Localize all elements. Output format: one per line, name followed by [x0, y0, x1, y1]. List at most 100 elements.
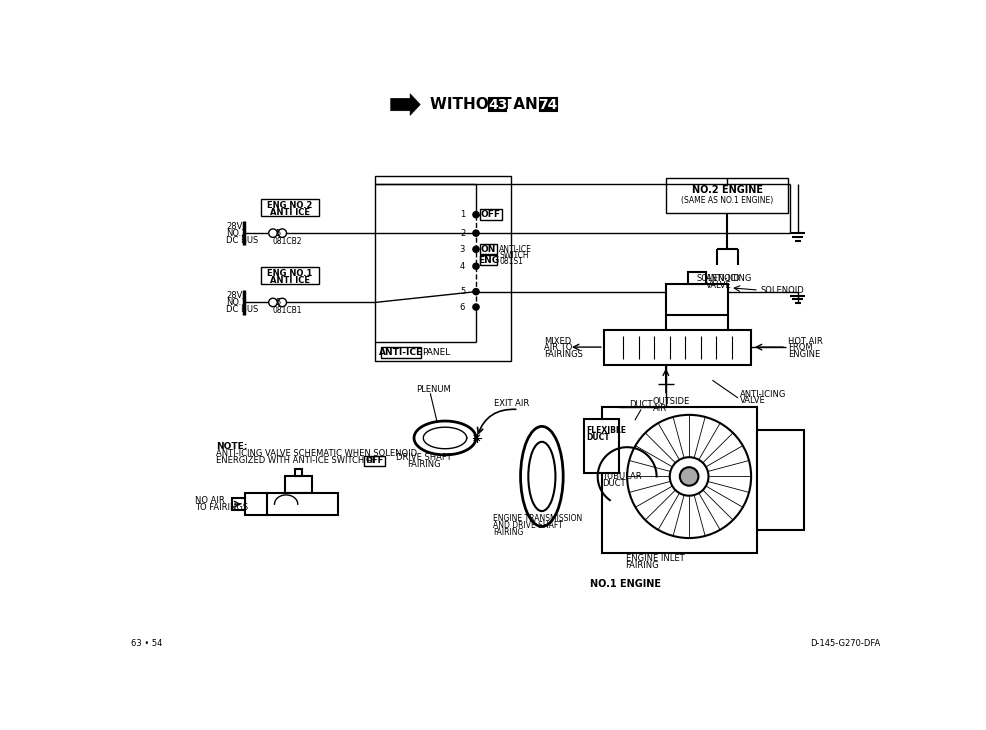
Text: NO.2 ENGINE: NO.2 ENGINE	[691, 185, 762, 195]
Text: OFF: OFF	[480, 210, 500, 219]
Text: PLENUM: PLENUM	[416, 385, 451, 394]
Text: OUTSIDE: OUTSIDE	[652, 397, 689, 407]
Text: 6: 6	[459, 302, 464, 312]
Text: ENGINE: ENGINE	[788, 350, 819, 358]
Text: AIR TO: AIR TO	[543, 343, 572, 353]
Circle shape	[472, 246, 478, 253]
Text: NO.1: NO.1	[226, 298, 246, 307]
Circle shape	[268, 229, 277, 237]
Bar	[232, 498, 245, 510]
Text: ANTI-ICING: ANTI-ICING	[705, 274, 751, 283]
Ellipse shape	[520, 426, 563, 526]
Text: OFF: OFF	[365, 456, 384, 465]
Text: ENG NO.1: ENG NO.1	[267, 269, 313, 277]
Bar	[479, 244, 496, 254]
Text: 28V: 28V	[226, 291, 243, 300]
Text: ANTI-ICE: ANTI-ICE	[379, 348, 422, 357]
Text: NO.2: NO.2	[226, 228, 246, 238]
Text: ENGINE TRANSMISSION: ENGINE TRANSMISSION	[493, 515, 582, 523]
Text: ANTI-ICING: ANTI-ICING	[739, 390, 785, 399]
Text: 081CB1: 081CB1	[272, 307, 302, 315]
Text: 5: 5	[275, 298, 280, 307]
Bar	[364, 456, 385, 466]
Circle shape	[472, 304, 478, 310]
Text: DUCT: DUCT	[629, 400, 652, 410]
Text: D-145-G270-DFA: D-145-G270-DFA	[810, 639, 880, 648]
Bar	[284, 477, 312, 493]
Text: 1: 1	[459, 210, 464, 219]
Circle shape	[472, 288, 478, 295]
Text: ENERGIZED WITH ANTI-ICE SWITCH AT: ENERGIZED WITH ANTI-ICE SWITCH AT	[216, 456, 377, 465]
Text: 081S1: 081S1	[499, 257, 523, 266]
Text: 63 • 54: 63 • 54	[131, 639, 163, 648]
Text: 4: 4	[459, 262, 464, 271]
Text: 28V: 28V	[226, 222, 243, 231]
Text: FAIRING: FAIRING	[407, 460, 441, 469]
Text: TUBULAR: TUBULAR	[601, 472, 641, 481]
Text: MIXED: MIXED	[543, 337, 571, 346]
Text: 2: 2	[459, 228, 464, 238]
Bar	[666, 178, 788, 213]
Bar	[583, 419, 618, 472]
Text: FAIRING: FAIRING	[625, 561, 659, 570]
Bar	[601, 407, 756, 553]
Polygon shape	[390, 93, 420, 115]
Text: DC BUS: DC BUS	[226, 305, 258, 314]
Text: ENG NO.2: ENG NO.2	[267, 201, 313, 210]
Circle shape	[268, 298, 277, 307]
Bar	[666, 284, 727, 315]
Bar	[479, 210, 501, 220]
Text: NO AIR: NO AIR	[194, 496, 224, 505]
Bar	[295, 469, 302, 477]
Bar	[756, 430, 803, 531]
Text: (SAME AS NO.1 ENGINE): (SAME AS NO.1 ENGINE)	[680, 196, 772, 205]
Text: ANTI-ICING VALVE SCHEMATIC WHEN SOLENOID: ANTI-ICING VALVE SCHEMATIC WHEN SOLENOID	[216, 449, 417, 458]
Text: NO.1 ENGINE: NO.1 ENGINE	[590, 579, 661, 589]
Text: SOLENOID: SOLENOID	[696, 274, 740, 283]
Bar	[245, 493, 338, 515]
Text: 5: 5	[275, 228, 280, 238]
Text: SOLENOID: SOLENOID	[759, 285, 804, 295]
Bar	[489, 98, 506, 112]
Text: HOT AIR: HOT AIR	[788, 337, 822, 346]
Text: NOTE:: NOTE:	[216, 442, 247, 451]
Bar	[687, 272, 705, 284]
Text: AIR: AIR	[652, 404, 667, 413]
Text: FLEXIBLE: FLEXIBLE	[586, 426, 625, 435]
Text: 081CB2: 081CB2	[272, 237, 302, 246]
Text: DUCT: DUCT	[601, 479, 625, 488]
Text: 43: 43	[487, 98, 507, 112]
Circle shape	[278, 298, 286, 307]
Text: AND DRIVE SHAFT: AND DRIVE SHAFT	[493, 521, 562, 530]
Text: ANTI ICE: ANTI ICE	[270, 276, 310, 285]
Circle shape	[472, 212, 478, 218]
Text: VALVE: VALVE	[739, 396, 764, 405]
Circle shape	[278, 229, 286, 237]
Text: 74: 74	[537, 98, 557, 112]
Text: FAIRING: FAIRING	[493, 529, 523, 537]
Bar	[261, 199, 319, 216]
Text: ANTI-ICE: ANTI-ICE	[499, 245, 531, 254]
Bar	[479, 255, 496, 265]
Text: 5: 5	[459, 287, 464, 296]
Text: VALVE: VALVE	[705, 281, 732, 290]
Text: DUCT: DUCT	[586, 433, 609, 442]
Circle shape	[679, 467, 698, 485]
Text: FAIRINGS: FAIRINGS	[543, 350, 583, 358]
Text: DC BUS: DC BUS	[226, 236, 258, 245]
Ellipse shape	[528, 442, 555, 511]
Circle shape	[669, 457, 708, 496]
Text: EXIT AIR: EXIT AIR	[493, 399, 528, 408]
Text: FROM: FROM	[788, 343, 812, 353]
Text: ON: ON	[480, 245, 496, 254]
Bar	[381, 347, 421, 358]
Circle shape	[472, 263, 478, 269]
Circle shape	[472, 230, 478, 237]
Text: AND: AND	[507, 97, 555, 112]
Text: TO FAIRINGS: TO FAIRINGS	[194, 503, 247, 512]
Bar	[603, 330, 750, 365]
Text: SWITCH: SWITCH	[499, 251, 528, 260]
Bar	[261, 267, 319, 284]
Text: ENGINE INLET: ENGINE INLET	[625, 554, 683, 564]
Text: ANTI ICE: ANTI ICE	[270, 208, 310, 217]
